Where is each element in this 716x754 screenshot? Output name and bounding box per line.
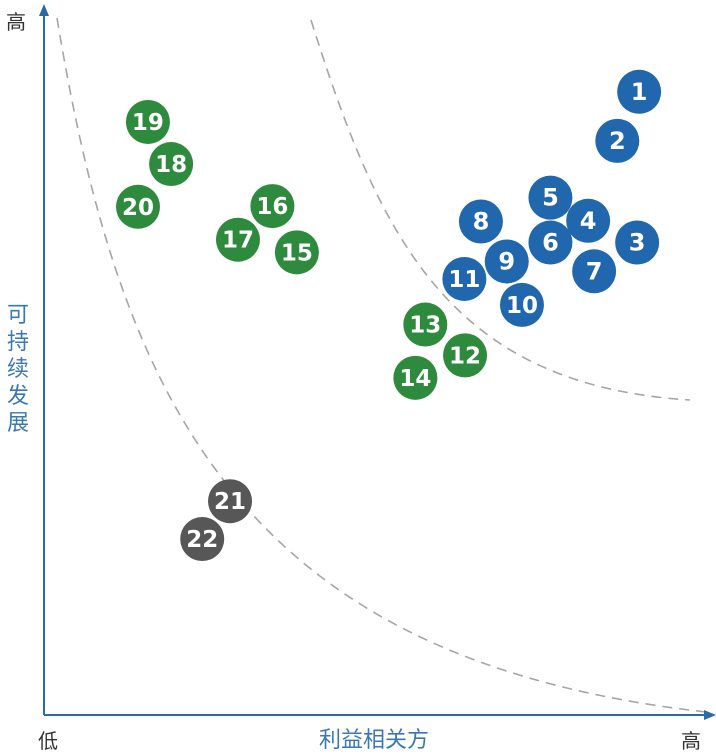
point-20-label: 20 <box>122 195 154 221</box>
x-axis-low-label: 低 <box>38 729 58 753</box>
point-17-marker <box>215 217 260 262</box>
point-20-marker <box>116 184 161 229</box>
point-3-label: 3 <box>629 229 646 257</box>
point-18-marker <box>149 142 194 187</box>
point-11-marker <box>442 256 487 301</box>
point-16-marker <box>250 184 295 229</box>
point-6-marker <box>528 220 573 265</box>
point-12-marker <box>443 333 488 378</box>
point-15-marker <box>274 230 319 275</box>
x-axis-arrow <box>704 710 716 720</box>
point-9-marker <box>484 239 529 284</box>
x-axis-title: 利益相关方 <box>319 728 429 753</box>
point-6-label: 6 <box>542 229 559 257</box>
point-4-marker <box>566 198 611 243</box>
point-15-label: 15 <box>281 240 313 266</box>
point-13-label: 13 <box>409 313 441 339</box>
point-5-label: 5 <box>542 184 559 212</box>
point-7-label: 7 <box>586 257 603 285</box>
point-7-marker <box>572 249 617 294</box>
point-22-marker <box>180 517 225 562</box>
point-18-label: 18 <box>155 152 187 178</box>
point-11-label: 11 <box>448 267 480 293</box>
y-axis-arrow <box>39 4 49 16</box>
point-2-label: 2 <box>609 127 626 155</box>
point-8-marker <box>458 199 503 244</box>
point-10-label: 10 <box>506 293 538 319</box>
point-17-label: 17 <box>222 228 254 254</box>
point-10-marker <box>499 282 544 327</box>
point-1-label: 1 <box>631 78 648 106</box>
point-14-label: 14 <box>399 366 431 392</box>
point-12-label: 12 <box>449 343 481 369</box>
point-4-label: 4 <box>580 207 597 235</box>
point-2-marker <box>595 118 640 163</box>
low-boundary-curve <box>56 17 707 713</box>
point-21-marker <box>208 479 253 524</box>
point-21-label: 21 <box>214 489 246 515</box>
point-16-label: 16 <box>256 194 288 220</box>
point-9-label: 9 <box>498 247 515 275</box>
point-8-label: 8 <box>473 207 490 235</box>
x-axis-high-label: 高 <box>681 729 701 753</box>
high-boundary-curve <box>310 19 691 401</box>
point-19-label: 19 <box>132 110 164 136</box>
y-axis-high-label: 高 <box>6 10 26 34</box>
point-14-marker <box>393 355 438 400</box>
y-axis-title: 可持续发展 <box>7 303 29 436</box>
point-3-marker <box>615 220 660 265</box>
point-22-label: 22 <box>186 527 218 553</box>
point-1-marker <box>617 69 662 114</box>
point-5-marker <box>528 175 573 220</box>
point-19-marker <box>125 99 170 144</box>
point-13-marker <box>403 302 448 347</box>
